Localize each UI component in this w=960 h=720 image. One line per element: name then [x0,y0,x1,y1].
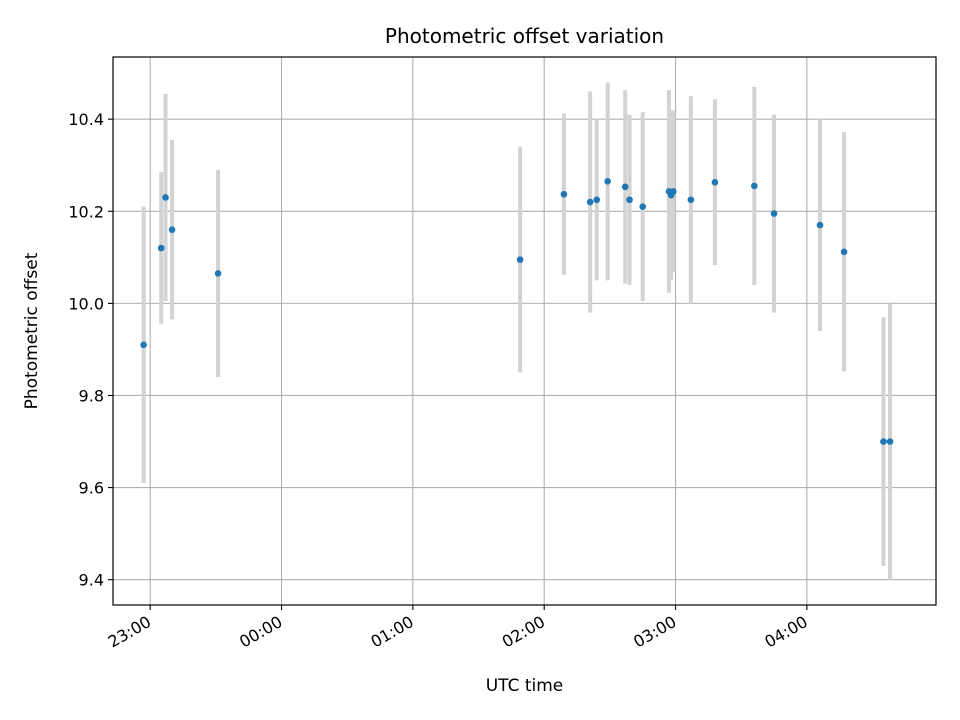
data-point [621,183,629,191]
data-point [687,196,695,204]
data-point [157,244,165,252]
y-tick-label: 10.4 [68,110,104,129]
chart-title: Photometric offset variation [385,24,664,48]
data-point [593,196,601,204]
data-point [516,256,524,263]
plot-frame [112,56,937,606]
point-layer [140,178,894,445]
data-point [214,270,222,277]
y-tick-label: 9.4 [79,571,104,590]
y-tick-label: 9.6 [79,479,104,498]
grid-layer [113,57,936,605]
data-point [140,341,147,349]
data-point [670,188,677,195]
data-point [560,190,568,198]
data-point [639,203,646,210]
x-axis-label: UTC time [486,676,564,696]
data-point [711,178,719,186]
data-point [586,198,594,206]
data-point [840,248,848,256]
y-axis-label: Photometric offset [22,252,42,409]
data-point [626,196,633,204]
data-point [770,210,778,217]
y-tick-label: 10.0 [68,294,104,313]
data-point [168,226,176,233]
data-point [751,182,758,190]
data-point [816,221,824,229]
data-point [162,194,169,201]
data-point [880,438,887,445]
y-tick-label: 10.2 [68,202,104,221]
data-point [886,438,894,445]
data-point [604,178,611,185]
y-tick-label: 9.8 [79,386,104,405]
